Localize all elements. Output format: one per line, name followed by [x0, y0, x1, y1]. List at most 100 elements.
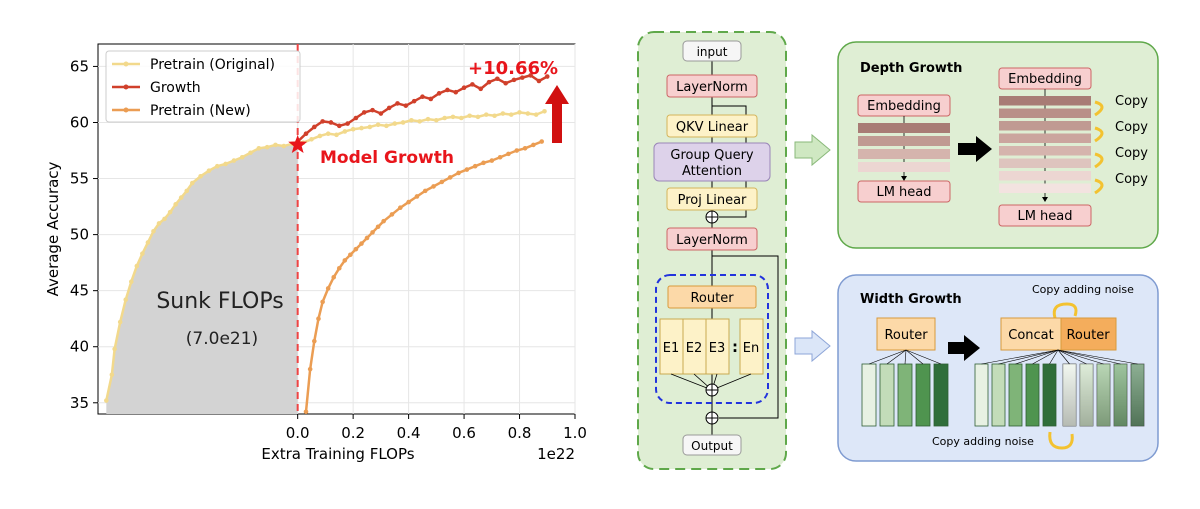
proj-linear-box [666, 187, 758, 211]
layer-left-4 [858, 162, 950, 172]
expert-bar-right [1008, 363, 1023, 427]
proj-linear-label: Proj Linear [678, 193, 747, 208]
y-tick-label: 35 [70, 394, 89, 412]
expert-bar-noise-tint [1131, 364, 1144, 426]
lmhead-left-box [857, 180, 951, 203]
router-edge [981, 349, 1059, 365]
data-point [400, 120, 406, 125]
data-point [128, 279, 134, 284]
data-point [436, 91, 442, 96]
expert-bar-left [861, 363, 877, 427]
router-edge [905, 349, 924, 365]
data-point [492, 113, 497, 119]
data-point [431, 184, 436, 189]
data-point [389, 212, 395, 217]
noise-bottom-arrow-icon [1048, 431, 1074, 450]
data-point [281, 143, 287, 149]
data-point [370, 230, 375, 235]
data-point [517, 110, 522, 115]
data-point [447, 175, 453, 180]
data-point [422, 188, 428, 194]
data-point [470, 82, 475, 87]
data-point [303, 131, 309, 136]
sunk-flops-value: (7.0e21) [186, 329, 258, 349]
data-point [112, 346, 117, 352]
data-point [123, 297, 129, 302]
x-tick-label: 0.8 [508, 424, 532, 442]
data-point [456, 170, 461, 176]
data-point [544, 74, 550, 79]
data-point [397, 205, 403, 210]
layernorm-2-label: LayerNorm [676, 233, 748, 248]
output-box [682, 434, 742, 456]
x-tick-label: 0.6 [452, 424, 476, 442]
expert-bar-left [915, 363, 931, 427]
data-point [320, 119, 325, 124]
qkv-linear-box [666, 114, 758, 138]
expert-bar-left [879, 363, 895, 427]
expert-1-label: E1 [663, 341, 680, 356]
expert-bar-noise-tint [1114, 364, 1127, 426]
data-point [364, 235, 370, 241]
data-point [378, 111, 384, 116]
y-tick-label: 60 [70, 113, 89, 131]
expert-n-label: En [743, 341, 759, 356]
data-point [173, 202, 178, 207]
data-point [483, 112, 489, 117]
arrow-to-width-icon [794, 329, 831, 363]
x-tick-label: 0.4 [397, 424, 421, 442]
data-point [312, 124, 317, 130]
data-point [367, 124, 373, 130]
data-point [453, 89, 459, 95]
data-point [520, 75, 525, 80]
data-point [303, 409, 309, 415]
width-router-right-label: Router [1066, 328, 1110, 343]
layer-right-1 [999, 96, 1091, 106]
data-point [145, 240, 151, 245]
input-label: input [697, 45, 728, 59]
copy-label-1: Copy [1115, 94, 1148, 109]
sunk-flops-label: Sunk FLOPs [156, 289, 283, 314]
data-point [359, 125, 364, 131]
data-point [320, 299, 325, 305]
x-tick-label: 0.2 [341, 424, 365, 442]
data-point [109, 372, 115, 378]
data-point [506, 151, 511, 157]
expert-bar-left [933, 363, 949, 427]
data-point [414, 194, 420, 199]
data-point [439, 179, 445, 185]
x-tick-label: 0.0 [286, 424, 310, 442]
data-point [495, 76, 500, 82]
data-point [450, 114, 456, 120]
layer-right-7 [999, 171, 1091, 181]
data-point [384, 123, 389, 129]
layer-right-2 [999, 108, 1091, 118]
data-point [411, 98, 417, 104]
copy-label-2: Copy [1115, 120, 1148, 135]
architecture-panel: input LayerNorm QKV Linear Group Query A… [637, 31, 787, 470]
data-point [361, 110, 367, 115]
copy-label-4: Copy [1115, 172, 1148, 187]
data-point [350, 126, 356, 132]
moe-block [655, 274, 769, 404]
gqa-label-line1: Group Query [670, 148, 754, 163]
data-point [178, 195, 184, 200]
y-tick-label: 40 [70, 338, 89, 356]
input-box [682, 40, 742, 62]
data-point [134, 263, 140, 269]
data-point [503, 80, 508, 86]
data-point [359, 241, 364, 246]
data-point [353, 115, 359, 121]
data-point [467, 113, 472, 119]
depth-arrow-icon [958, 136, 992, 162]
data-point [370, 107, 375, 113]
copy-label-3: Copy [1115, 146, 1148, 161]
data-point [525, 111, 531, 116]
layer-right-8 [999, 183, 1091, 193]
expert-bar-right [1025, 363, 1040, 427]
router-edge [1032, 349, 1059, 365]
router-edge [1057, 349, 1070, 365]
data-point [481, 160, 486, 166]
x-tick-label: 1.0 [563, 424, 587, 442]
data-point [420, 94, 425, 99]
